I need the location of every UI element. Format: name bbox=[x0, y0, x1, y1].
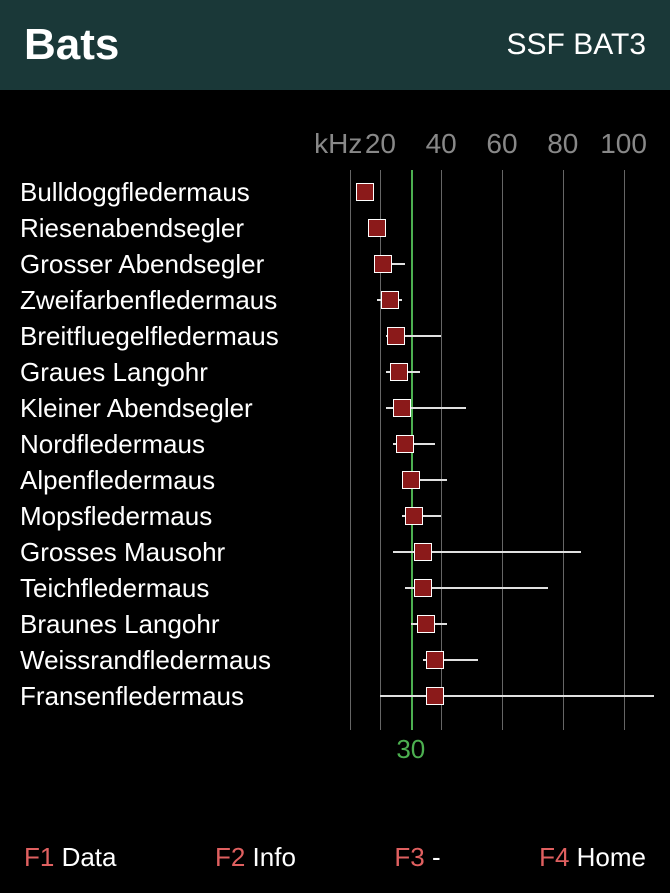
peak-marker bbox=[426, 687, 444, 705]
species-row: Grosses Mausohr bbox=[0, 534, 670, 570]
species-plot bbox=[350, 606, 670, 642]
tick-label: 40 bbox=[426, 128, 457, 160]
species-plot bbox=[350, 570, 670, 606]
species-plot bbox=[350, 354, 670, 390]
device-model: SSF BAT3 bbox=[507, 28, 646, 62]
fkey-f3[interactable]: F3 - bbox=[394, 842, 440, 873]
species-plot bbox=[350, 318, 670, 354]
peak-marker bbox=[393, 399, 411, 417]
header-bar: Bats SSF BAT3 bbox=[0, 0, 670, 90]
peak-marker bbox=[381, 291, 399, 309]
fkey-number: F4 bbox=[539, 842, 569, 872]
species-label: Nordfledermaus bbox=[0, 429, 350, 460]
fkey-number: F1 bbox=[24, 842, 54, 872]
species-label: Grosser Abendsegler bbox=[0, 249, 350, 280]
species-label: Braunes Langohr bbox=[0, 609, 350, 640]
species-plot bbox=[350, 390, 670, 426]
species-row: Grosser Abendsegler bbox=[0, 246, 670, 282]
species-label: Riesenabendsegler bbox=[0, 213, 350, 244]
tick-label: 80 bbox=[547, 128, 578, 160]
chart-rows: Bulldoggfledermaus Riesenabendsegler Gross… bbox=[0, 174, 670, 714]
footer-keys: F1 Data F2 Info F3 - F4 Home bbox=[0, 822, 670, 893]
peak-marker bbox=[390, 363, 408, 381]
species-row: Weissrandfledermaus bbox=[0, 642, 670, 678]
species-plot bbox=[350, 210, 670, 246]
tick-label: 60 bbox=[486, 128, 517, 160]
species-row: Mopsfledermaus bbox=[0, 498, 670, 534]
species-label: Mopsfledermaus bbox=[0, 501, 350, 532]
tick-label: 100 bbox=[600, 128, 647, 160]
species-plot bbox=[350, 678, 670, 714]
peak-marker bbox=[417, 615, 435, 633]
species-row: Bulldoggfledermaus bbox=[0, 174, 670, 210]
peak-marker bbox=[387, 327, 405, 345]
species-plot bbox=[350, 282, 670, 318]
peak-marker bbox=[405, 507, 423, 525]
species-plot bbox=[350, 426, 670, 462]
indicator-value: 30 bbox=[396, 734, 425, 765]
fkey-number: F3 bbox=[394, 842, 424, 872]
range-whisker bbox=[380, 695, 654, 697]
species-row: Breitfluegelfledermaus bbox=[0, 318, 670, 354]
species-row: Alpenfledermaus bbox=[0, 462, 670, 498]
species-plot bbox=[350, 642, 670, 678]
species-plot bbox=[350, 462, 670, 498]
species-label: Breitfluegelfledermaus bbox=[0, 321, 350, 352]
species-row: Teichfledermaus bbox=[0, 570, 670, 606]
fkey-f4[interactable]: F4 Home bbox=[539, 842, 646, 873]
species-label: Kleiner Abendsegler bbox=[0, 393, 350, 424]
species-row: Nordfledermaus bbox=[0, 426, 670, 462]
fkey-f2[interactable]: F2 Info bbox=[215, 842, 296, 873]
species-plot bbox=[350, 246, 670, 282]
peak-marker bbox=[426, 651, 444, 669]
peak-marker bbox=[396, 435, 414, 453]
species-plot bbox=[350, 534, 670, 570]
peak-marker bbox=[374, 255, 392, 273]
species-label: Alpenfledermaus bbox=[0, 465, 350, 496]
species-label: Weissrandfledermaus bbox=[0, 645, 350, 676]
species-plot bbox=[350, 498, 670, 534]
peak-marker bbox=[402, 471, 420, 489]
species-plot bbox=[350, 174, 670, 210]
peak-marker bbox=[414, 579, 432, 597]
page-title: Bats bbox=[24, 20, 119, 70]
species-label: Teichfledermaus bbox=[0, 573, 350, 604]
species-label: Bulldoggfledermaus bbox=[0, 177, 350, 208]
unit-label: kHz bbox=[314, 128, 362, 160]
x-axis: kHz20 40 60 80 100 bbox=[0, 128, 670, 158]
species-label: Grosses Mausohr bbox=[0, 537, 350, 568]
species-row: Graues Langohr bbox=[0, 354, 670, 390]
species-row: Kleiner Abendsegler bbox=[0, 390, 670, 426]
fkey-number: F2 bbox=[215, 842, 245, 872]
species-label: Graues Langohr bbox=[0, 357, 350, 388]
fkey-f1[interactable]: F1 Data bbox=[24, 842, 117, 873]
frequency-chart: kHz20406080100 30 BulldoggfledermausRies… bbox=[0, 110, 670, 760]
species-row: Fransenfledermaus bbox=[0, 678, 670, 714]
peak-marker bbox=[414, 543, 432, 561]
peak-marker bbox=[368, 219, 386, 237]
species-label: Fransenfledermaus bbox=[0, 681, 350, 712]
species-label: Zweifarbenfledermaus bbox=[0, 285, 350, 316]
tick-label: 20 bbox=[365, 128, 396, 160]
species-row: Riesenabendsegler bbox=[0, 210, 670, 246]
peak-marker bbox=[356, 183, 374, 201]
species-row: Zweifarbenfledermaus bbox=[0, 282, 670, 318]
species-row: Braunes Langohr bbox=[0, 606, 670, 642]
